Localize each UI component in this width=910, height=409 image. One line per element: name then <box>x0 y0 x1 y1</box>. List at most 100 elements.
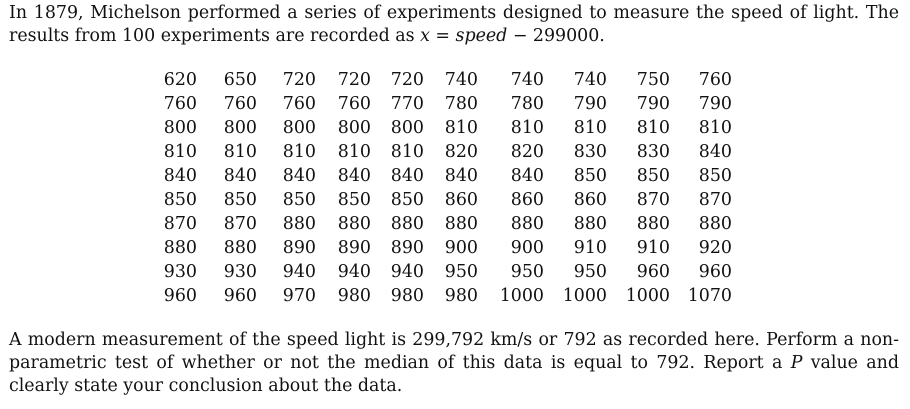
table-cell: 880 <box>636 214 670 234</box>
table-cell: 850 <box>223 190 257 210</box>
table-cell: 840 <box>510 166 544 186</box>
table-cell: 780 <box>444 94 478 114</box>
table-cell: 840 <box>282 166 316 186</box>
table-cell: 760 <box>337 94 371 114</box>
table-cell: 810 <box>573 118 607 138</box>
task-text-end: value and clearly state your conclusion … <box>9 353 899 396</box>
table-cell: 850 <box>636 166 670 186</box>
table-cell: 810 <box>390 142 424 162</box>
table-cell: 790 <box>698 94 732 114</box>
table-cell: 810 <box>698 118 732 138</box>
table-cell: 960 <box>698 262 732 282</box>
math-speed: speed <box>455 26 508 46</box>
task-text: A modern measurement of the speed light … <box>9 330 899 373</box>
table-cell: 770 <box>390 94 424 114</box>
table-cell: 980 <box>337 286 371 306</box>
table-cell: 800 <box>223 118 257 138</box>
table-cell: 810 <box>337 142 371 162</box>
table-cell: 840 <box>390 166 424 186</box>
table-cell: 880 <box>163 238 197 258</box>
intro-text: In 1879, Michelson performed a series of… <box>9 3 899 46</box>
table-cell: 760 <box>223 94 257 114</box>
table-cell: 900 <box>510 238 544 258</box>
measurements-table-body: 620 650 720 720 720 740 740 740 750 760 760 760 760 7… <box>163 68 732 308</box>
table-cell: 980 <box>390 286 424 306</box>
table-cell: 880 <box>223 238 257 258</box>
table-cell: 850 <box>163 190 197 210</box>
table-cell: 790 <box>636 94 670 114</box>
table-cell: 910 <box>573 238 607 258</box>
table-cell: 950 <box>573 262 607 282</box>
table-cell: 890 <box>282 238 316 258</box>
table-cell: 810 <box>510 118 544 138</box>
table-cell: 810 <box>282 142 316 162</box>
table-cell: 850 <box>573 166 607 186</box>
table-cell: 940 <box>282 262 316 282</box>
table-cell: 900 <box>444 238 478 258</box>
intro-paragraph: In 1879, Michelson performed a series of… <box>9 2 899 48</box>
math-offset: − 299000. <box>507 26 605 46</box>
table-cell: 1000 <box>562 286 607 306</box>
table-cell: 980 <box>444 286 478 306</box>
table-row: 870 870 880 880 880 880 880 880 880 880 <box>163 212 732 236</box>
math-p-symbol: P <box>790 353 803 373</box>
table-cell: 800 <box>390 118 424 138</box>
table-cell: 810 <box>163 142 197 162</box>
table-cell: 880 <box>698 214 732 234</box>
table-cell: 800 <box>163 118 197 138</box>
table-cell: 720 <box>282 70 316 90</box>
table-cell: 830 <box>636 142 670 162</box>
table-row: 960 960 970 980 980 980 1000 1000 1000 1070 <box>163 284 732 308</box>
table-cell: 930 <box>163 262 197 282</box>
table-cell: 760 <box>282 94 316 114</box>
task-paragraph: A modern measurement of the speed light … <box>9 329 899 398</box>
table-cell: 970 <box>282 286 316 306</box>
table-row: 930 930 940 940 940 950 950 950 960 960 <box>163 260 732 284</box>
table-cell: 780 <box>510 94 544 114</box>
table-cell: 840 <box>444 166 478 186</box>
table-cell: 750 <box>636 70 670 90</box>
table-row: 800 800 800 800 800 810 810 810 810 810 <box>163 116 732 140</box>
table-cell: 790 <box>573 94 607 114</box>
table-cell: 880 <box>337 214 371 234</box>
table-cell: 840 <box>698 142 732 162</box>
math-variable-x: x <box>420 26 430 46</box>
table-cell: 820 <box>510 142 544 162</box>
table-row: 850 850 850 850 850 860 860 860 870 870 <box>163 188 732 212</box>
table-cell: 740 <box>444 70 478 90</box>
table-cell: 740 <box>510 70 544 90</box>
table-cell: 880 <box>390 214 424 234</box>
table-cell: 880 <box>573 214 607 234</box>
table-cell: 910 <box>636 238 670 258</box>
table-cell: 840 <box>163 166 197 186</box>
table-cell: 940 <box>337 262 371 282</box>
table-row: 880 880 890 890 890 900 900 910 910 920 <box>163 236 732 260</box>
table-cell: 890 <box>390 238 424 258</box>
table-cell: 950 <box>444 262 478 282</box>
table-cell: 620 <box>163 70 197 90</box>
table-cell: 940 <box>390 262 424 282</box>
table-cell: 850 <box>337 190 371 210</box>
table-cell: 880 <box>282 214 316 234</box>
table-cell: 650 <box>223 70 257 90</box>
table-cell: 880 <box>510 214 544 234</box>
measurements-table: 620 650 720 720 720 740 740 740 750 760 760 760 760 7… <box>163 68 732 308</box>
table-cell: 1000 <box>499 286 544 306</box>
table-cell: 720 <box>337 70 371 90</box>
table-cell: 880 <box>444 214 478 234</box>
table-row: 840 840 840 840 840 840 840 850 850 850 <box>163 164 732 188</box>
table-cell: 800 <box>282 118 316 138</box>
table-cell: 860 <box>444 190 478 210</box>
table-cell: 960 <box>163 286 197 306</box>
table-cell: 720 <box>390 70 424 90</box>
table-cell: 850 <box>698 166 732 186</box>
table-row: 760 760 760 760 770 780 780 790 790 790 <box>163 92 732 116</box>
table-cell: 760 <box>163 94 197 114</box>
table-cell: 950 <box>510 262 544 282</box>
table-cell: 820 <box>444 142 478 162</box>
table-cell: 890 <box>337 238 371 258</box>
table-cell: 930 <box>223 262 257 282</box>
table-cell: 810 <box>636 118 670 138</box>
table-cell: 870 <box>636 190 670 210</box>
table-cell: 800 <box>337 118 371 138</box>
